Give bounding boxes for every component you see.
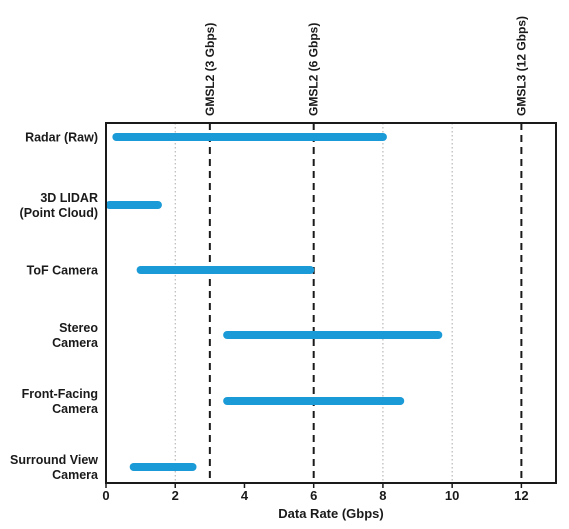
x-tick-label-0: 0 (102, 488, 109, 503)
x-tick-label-12: 12 (514, 488, 528, 503)
category-label-6: Surround View Camera (10, 453, 99, 482)
x-tick-label-2: 2 (172, 488, 179, 503)
category-label-5: Front-Facing Camera (22, 387, 99, 416)
category-labels: Radar (Raw) 3D LIDAR (Point Cloud) ToF Came… (10, 131, 99, 483)
reference-line-label-3: GMSL3 (12 Gbps) (514, 16, 528, 116)
reference-line-label-1: GMSL2 (3 Gbps) (203, 23, 217, 116)
category-label-1: Radar (Raw) (25, 131, 98, 145)
range-bars (105, 133, 443, 471)
x-tick-label-6: 6 (310, 488, 317, 503)
grid-lines (174, 123, 453, 483)
x-axis-title: Data Rate (Gbps) (278, 506, 383, 521)
x-tick-label-8: 8 (379, 488, 386, 503)
x-tick-label-10: 10 (445, 488, 459, 503)
reference-lines: GMSL2 (3 Gbps) GMSL2 (6 Gbps) GMSL3 (12 Gb… (203, 16, 528, 483)
plot-area-frame (105, 122, 557, 484)
category-label-3: ToF Camera (27, 264, 99, 278)
category-label-4: Stereo Camera (52, 321, 99, 350)
x-axis-ticks: 0 2 4 6 8 10 12 (102, 483, 529, 503)
x-tick-label-4: 4 (241, 488, 249, 503)
reference-line-label-2: GMSL2 (6 Gbps) (307, 23, 321, 116)
category-label-2: 3D LIDAR (Point Cloud) (20, 191, 98, 220)
